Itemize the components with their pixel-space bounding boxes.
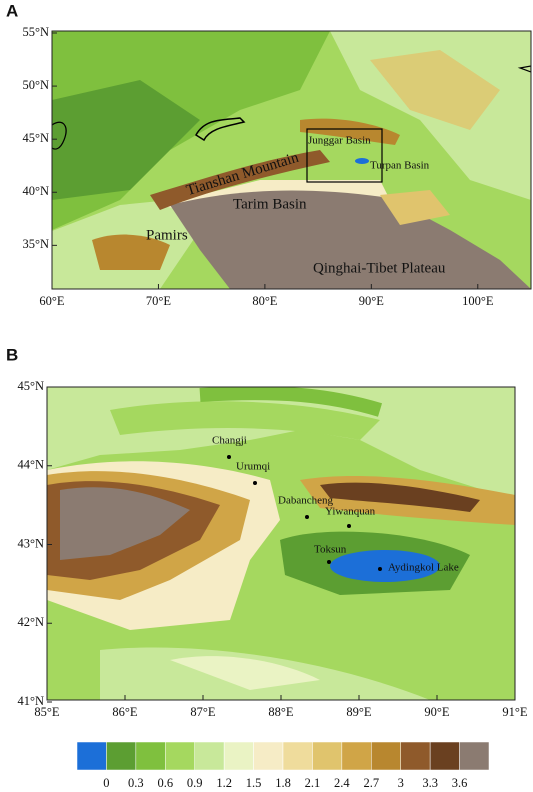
color-box (135, 741, 166, 771)
x-tick-label: 90°E (359, 294, 384, 308)
colorbar-label: 0.9 (187, 776, 203, 790)
colorbar-label: 0.3 (128, 776, 144, 790)
x-tick-label: 80°E (252, 294, 277, 308)
station-dot (227, 455, 231, 459)
color-box (253, 741, 284, 771)
colorbar-label: 2.4 (334, 776, 350, 790)
color-box (76, 741, 107, 771)
colorbar-label: 0.6 (157, 776, 173, 790)
y-tick-label: 45°N (22, 131, 49, 145)
colorbar-label: 2.1 (305, 776, 321, 790)
x-tick-label: 100°E (462, 294, 494, 308)
station-label: Toksun (314, 544, 347, 556)
station-label: Yiwanquan (325, 506, 376, 518)
axis-ticks: 60°E 70°E 80°E 90°E 100°E 55°N 50°N 45°N 40°N 35°… (22, 25, 493, 308)
y-tick-label: 50°N (22, 78, 49, 92)
colorbar: 0 0.3 0.6 0.9 1.2 1.5 1.8 2.1 2.4 2.7 3 3.3 3.6 (76, 741, 490, 790)
y-tick-label: 43°N (17, 536, 44, 550)
color-box (223, 741, 254, 771)
color-box (459, 741, 490, 771)
color-box (165, 741, 195, 771)
colorbar-label: 2.7 (363, 776, 379, 790)
y-tick-label: 44°N (17, 458, 44, 472)
station-label: Changji (212, 435, 247, 447)
x-tick-label: 70°E (146, 294, 171, 308)
x-tick-label: 88°E (268, 705, 293, 719)
color-box (282, 741, 313, 771)
x-tick-label: 87°E (190, 705, 215, 719)
x-tick-label: 85°E (34, 705, 59, 719)
color-box (429, 741, 460, 771)
color-box (341, 741, 372, 771)
place-label: Pamirs (146, 227, 188, 243)
station-dot (327, 560, 331, 564)
place-label: Tarim Basin (233, 196, 307, 212)
colorbar-label: 0 (103, 776, 109, 790)
panel-label: A (6, 1, 18, 20)
colorbar-label: 3.6 (452, 776, 468, 790)
y-tick-label: 40°N (22, 184, 49, 198)
y-tick-label: 45°N (17, 379, 44, 393)
place-label: Junggar Basin (308, 135, 371, 147)
map-frame (51, 30, 532, 290)
colorbar-label: 1.8 (275, 776, 291, 790)
terrain-map-a (52, 31, 531, 289)
station-dot (305, 515, 309, 519)
y-tick-label: 41°N (17, 694, 44, 708)
y-tick-label: 35°N (22, 237, 49, 251)
colorbar-label: 3.3 (422, 776, 438, 790)
station-dot (378, 567, 382, 571)
colorbar-label: 1.2 (216, 776, 232, 790)
station-dot (253, 481, 257, 485)
stations: Changji Urumqi Dabancheng Yiwanquan Toks… (212, 435, 459, 574)
color-box (194, 741, 225, 771)
x-tick-label: 91°E (502, 705, 527, 719)
x-tick-label: 89°E (346, 705, 371, 719)
place-label: Turpan Basin (370, 160, 430, 172)
terrain-map-b (47, 387, 515, 700)
panel-label: B (6, 345, 18, 364)
x-tick-label: 90°E (424, 705, 449, 719)
station-label: Urumqi (236, 461, 270, 473)
station-dot (347, 524, 351, 528)
color-box (371, 741, 401, 771)
x-tick-label: 86°E (112, 705, 137, 719)
place-label: Qinghai-Tibet Plateau (313, 260, 446, 276)
color-box (312, 741, 343, 771)
y-tick-label: 55°N (22, 25, 49, 39)
axis-ticks: 85°E 86°E 87°E 88°E 89°E 90°E 91°E 45°N 44°N 43°N… (17, 379, 527, 719)
color-box (400, 741, 431, 771)
color-box (106, 741, 137, 771)
station-label: Dabancheng (278, 495, 333, 507)
station-label: Aydingkol Lake (388, 562, 459, 574)
study-area-box (306, 128, 383, 183)
x-tick-label: 60°E (39, 294, 64, 308)
colorbar-label: 3 (398, 776, 404, 790)
y-tick-label: 42°N (17, 615, 44, 629)
colorbar-label: 1.5 (246, 776, 262, 790)
